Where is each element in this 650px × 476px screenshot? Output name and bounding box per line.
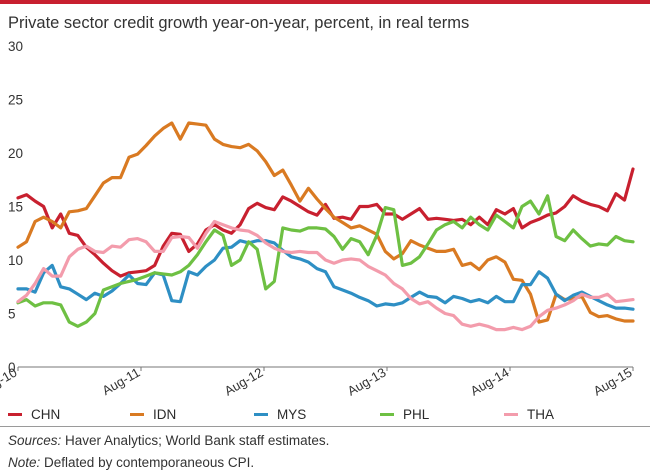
y-tick-label: 30 bbox=[8, 39, 23, 54]
note-text: Deflated by contemporaneous CPI. bbox=[40, 455, 255, 470]
deflation-note: Note: Deflated by contemporaneous CPI. bbox=[8, 455, 254, 470]
line-chart: 0 5 10 15 20 25 30 Aug-10 Aug-11 Aug-12 Aug-13 Aug-… bbox=[0, 39, 635, 399]
x-tick-label: Aug-11 bbox=[100, 365, 143, 398]
legend-item-phl: PHL bbox=[380, 407, 429, 422]
sources-label: Sources: bbox=[8, 433, 62, 448]
legend-item-chn: CHN bbox=[8, 407, 60, 422]
x-tick-label: Aug-14 bbox=[468, 365, 512, 399]
legend-label: MYS bbox=[277, 407, 307, 422]
x-tick-label: Aug-13 bbox=[345, 365, 389, 399]
legend-swatch bbox=[130, 413, 144, 416]
x-tick-label: Aug-15 bbox=[591, 365, 635, 399]
legend-swatch bbox=[254, 413, 268, 416]
y-tick-label: 20 bbox=[8, 146, 23, 161]
legend-item-mys: MYS bbox=[254, 407, 306, 422]
series-line-mys bbox=[16, 239, 635, 311]
legend-label: IDN bbox=[153, 407, 177, 422]
legend-label: PHL bbox=[403, 407, 430, 422]
y-tick-label: 5 bbox=[8, 307, 16, 322]
y-tick-label: 25 bbox=[8, 93, 23, 108]
legend-label: THA bbox=[527, 407, 554, 422]
chart-title: Private sector credit growth year-on-yea… bbox=[8, 14, 470, 32]
legend-swatch bbox=[8, 413, 22, 416]
legend-label: CHN bbox=[31, 407, 61, 422]
y-tick-label: 0 bbox=[8, 360, 16, 375]
legend-item-idn: IDN bbox=[130, 407, 176, 422]
top-rule bbox=[0, 0, 650, 4]
y-tick-label: 10 bbox=[8, 253, 23, 268]
note-label: Note: bbox=[8, 455, 41, 470]
series-line-tha bbox=[16, 219, 635, 332]
bottom-rule bbox=[0, 426, 650, 427]
x-tick-label: Aug-10 bbox=[0, 365, 20, 399]
chart-legend: CHN IDN MYS PHL THA bbox=[8, 407, 644, 427]
legend-swatch bbox=[380, 413, 394, 416]
sources-note: Sources: Haver Analytics; World Bank sta… bbox=[8, 433, 329, 448]
x-tick-label: Aug-12 bbox=[222, 365, 266, 399]
series-line-idn bbox=[16, 121, 635, 324]
series-line-phl bbox=[16, 194, 635, 328]
sources-text: Haver Analytics; World Bank staff estima… bbox=[61, 433, 330, 448]
series-line-chn bbox=[16, 167, 635, 278]
legend-swatch bbox=[504, 413, 518, 416]
legend-item-tha: THA bbox=[504, 407, 554, 422]
y-tick-label: 15 bbox=[8, 200, 23, 215]
